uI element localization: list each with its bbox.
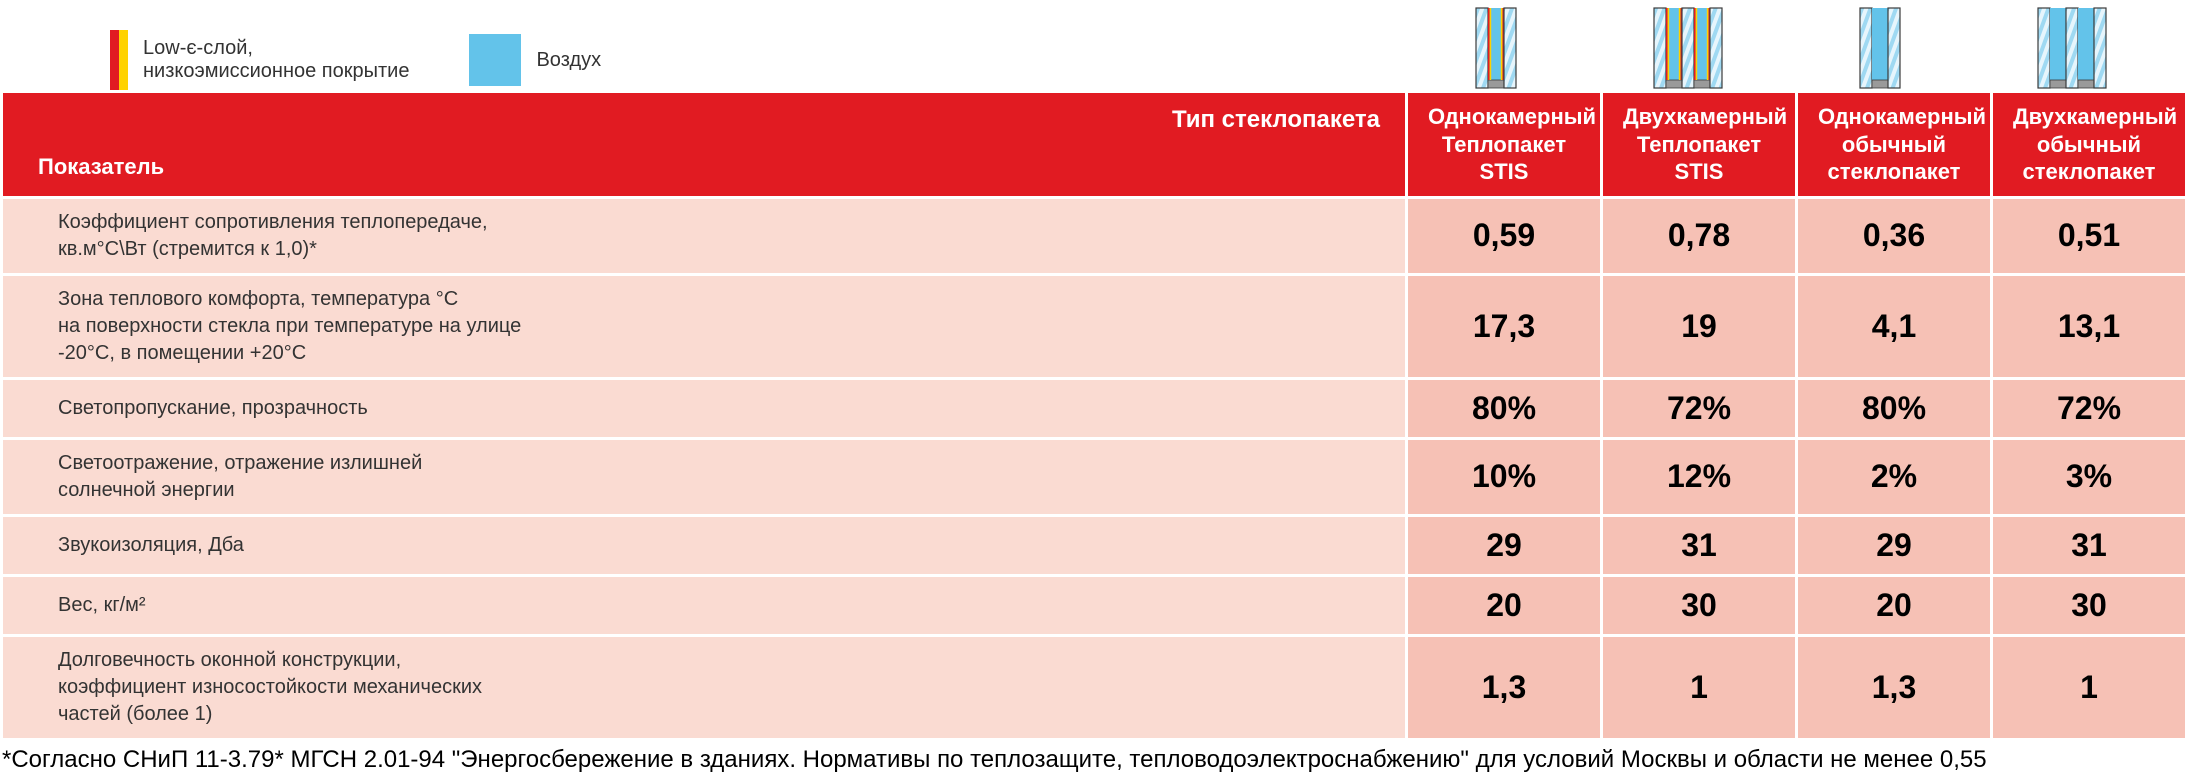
table-row: Светопропускание, прозрачность80%72%80%7… bbox=[3, 380, 2185, 437]
row-value: 10% bbox=[1408, 440, 1600, 514]
row-value: 12% bbox=[1603, 440, 1795, 514]
lowe-swatch-icon bbox=[110, 30, 128, 90]
glass-unit-icon bbox=[1784, 6, 1976, 90]
glass-unit-icon bbox=[1400, 6, 1592, 90]
table-row: Звукоизоляция, Дба29312931 bbox=[3, 517, 2185, 574]
glass-unit-icon bbox=[1976, 6, 2168, 90]
table-row: Зона теплового комфорта, температура °Сн… bbox=[3, 276, 2185, 377]
air-swatch-icon bbox=[469, 34, 521, 86]
table-row: Коэффициент сопротивления теплопередаче,… bbox=[3, 199, 2185, 273]
header-row-title: Показатель bbox=[38, 154, 164, 179]
row-value: 20 bbox=[1408, 577, 1600, 634]
row-label: Зона теплового комфорта, температура °Сн… bbox=[3, 276, 1405, 377]
column-header: ОднокамерныйТеплопакетSTIS bbox=[1408, 93, 1600, 196]
row-value: 1,3 bbox=[1798, 637, 1990, 738]
legend-and-icons: Low-є-слой,низкоэмиссионное покрытие Воз… bbox=[0, 0, 2188, 90]
legend-air-label: Воздух bbox=[536, 49, 601, 72]
row-value: 0,51 bbox=[1993, 199, 2185, 273]
row-value: 0,59 bbox=[1408, 199, 1600, 273]
row-value: 17,3 bbox=[1408, 276, 1600, 377]
row-value: 20 bbox=[1798, 577, 1990, 634]
row-value: 80% bbox=[1798, 380, 1990, 437]
table-row: Светоотражение, отражение излишнейсолнеч… bbox=[3, 440, 2185, 514]
row-value: 4,1 bbox=[1798, 276, 1990, 377]
row-label: Светопропускание, прозрачность bbox=[3, 380, 1405, 437]
row-value: 72% bbox=[1603, 380, 1795, 437]
row-label: Звукоизоляция, Дба bbox=[3, 517, 1405, 574]
row-label: Коэффициент сопротивления теплопередаче,… bbox=[3, 199, 1405, 273]
row-value: 29 bbox=[1798, 517, 1990, 574]
row-value: 0,78 bbox=[1603, 199, 1795, 273]
row-value: 13,1 bbox=[1993, 276, 2185, 377]
footnote: *Согласно СНиП 11-3.79* МГСН 2.01-94 "Эн… bbox=[0, 741, 2188, 774]
row-value: 0,36 bbox=[1798, 199, 1990, 273]
row-value: 2% bbox=[1798, 440, 1990, 514]
row-label: Долговечность оконной конструкции,коэффи… bbox=[3, 637, 1405, 738]
column-header: Однокамерныйобычныйстеклопакет bbox=[1798, 93, 1990, 196]
row-value: 1 bbox=[1603, 637, 1795, 738]
column-header: ДвухкамерныйТеплопакетSTIS bbox=[1603, 93, 1795, 196]
row-value: 1,3 bbox=[1408, 637, 1600, 738]
table-row: Вес, кг/м²20302030 bbox=[3, 577, 2185, 634]
row-value: 31 bbox=[1993, 517, 2185, 574]
row-value: 80% bbox=[1408, 380, 1600, 437]
row-value: 3% bbox=[1993, 440, 2185, 514]
row-value: 1 bbox=[1993, 637, 2185, 738]
comparison-table: Тип стеклопакета Показатель Однокамерный… bbox=[0, 90, 2188, 741]
header-first-cell: Тип стеклопакета Показатель bbox=[3, 93, 1405, 196]
legend-lowe-label: Low-є-слой,низкоэмиссионное покрытие bbox=[143, 37, 409, 83]
table-header-row: Тип стеклопакета Показатель Однокамерный… bbox=[3, 93, 2185, 196]
row-value: 30 bbox=[1603, 577, 1795, 634]
glass-unit-icon bbox=[1592, 6, 1784, 90]
row-value: 29 bbox=[1408, 517, 1600, 574]
row-label: Светоотражение, отражение излишнейсолнеч… bbox=[3, 440, 1405, 514]
column-header: Двухкамерныйобычныйстеклопакет bbox=[1993, 93, 2185, 196]
legend-item-lowe: Low-є-слой,низкоэмиссионное покрытие bbox=[110, 30, 409, 90]
legend: Low-є-слой,низкоэмиссионное покрытие Воз… bbox=[110, 30, 1400, 90]
header-type-title: Тип стеклопакета bbox=[1172, 105, 1380, 135]
row-value: 31 bbox=[1603, 517, 1795, 574]
row-value: 30 bbox=[1993, 577, 2185, 634]
table-row: Долговечность оконной конструкции,коэффи… bbox=[3, 637, 2185, 738]
legend-item-air: Воздух bbox=[469, 34, 601, 86]
row-label: Вес, кг/м² bbox=[3, 577, 1405, 634]
row-value: 72% bbox=[1993, 380, 2185, 437]
column-icons bbox=[1400, 6, 2168, 90]
row-value: 19 bbox=[1603, 276, 1795, 377]
